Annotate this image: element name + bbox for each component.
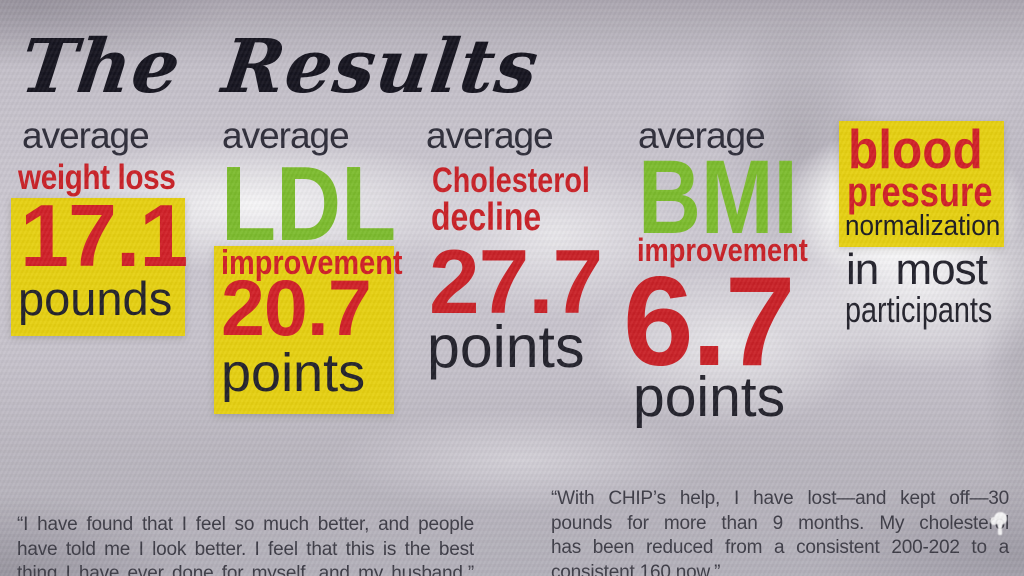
stat-prefix-weight-loss: average: [22, 115, 150, 156]
highlight-box-weight-loss: [11, 198, 185, 336]
stat-note-participants: participants: [845, 289, 993, 330]
stat-unit-ldl: points: [221, 343, 366, 403]
highlight-box-blood-pressure: [839, 121, 1004, 247]
stat-label-cholesterol: Cholesterol: [432, 161, 590, 200]
quote-line: “I have found that I feel so much better…: [17, 514, 474, 535]
stat-unit-bmi: points: [633, 365, 786, 429]
stat-label-bmi: BMI: [638, 139, 798, 256]
stat-value-bmi: 6.7: [623, 250, 796, 392]
stat-sublabel-bmi: improvement: [637, 232, 808, 268]
stat-unit-weight-loss: pounds: [18, 272, 173, 325]
stat-note-in-most: in most: [846, 245, 988, 294]
quote-line: have told me I look better. I feel that …: [17, 538, 474, 560]
watermark-leaf-shape: [990, 517, 998, 525]
stat-value-ldl: 20.7: [221, 263, 372, 352]
testimonial-quote-left: “I have found that I feel so much better…: [17, 513, 474, 576]
highlight-box-ldl: [214, 246, 394, 414]
quote-line: pounds for more than 9 months. My choles…: [551, 512, 1009, 534]
plant-watermark-icon: [990, 512, 1010, 538]
stat-sublabel-ldl: improvement: [221, 244, 403, 282]
stat-prefix-bmi: average: [638, 115, 766, 156]
stat-value-weight-loss: 17.1: [20, 186, 188, 285]
stat-prefix-cholesterol: average: [426, 115, 554, 156]
testimonial-quote-right: “With CHIP’s help, I have lost—and kept …: [551, 487, 1009, 576]
quote-line: “With CHIP’s help, I have lost—and kept …: [551, 488, 1009, 509]
stat-label-blood: blood: [848, 118, 983, 180]
stat-prefix-ldl: average: [222, 115, 350, 156]
stat-label-pressure: pressure: [847, 168, 993, 215]
stat-sublabel-cholesterol: decline: [431, 196, 542, 239]
stat-label-weight-loss: weight loss: [18, 158, 176, 197]
stat-label-normalization: normalization: [845, 210, 1001, 242]
quote-line: thing I have ever done for myself, and m…: [17, 563, 474, 576]
quote-line: consistent 160 now.”: [551, 561, 721, 576]
stat-unit-cholesterol: points: [427, 314, 585, 380]
slide-title: The Results: [16, 24, 544, 110]
stat-label-ldl: LDL: [221, 145, 397, 263]
quote-line: has been reduced from a consistent 200-2…: [551, 537, 1009, 558]
stat-value-cholesterol: 27.7: [429, 232, 603, 333]
watermark-stem-shape: [998, 522, 1002, 535]
